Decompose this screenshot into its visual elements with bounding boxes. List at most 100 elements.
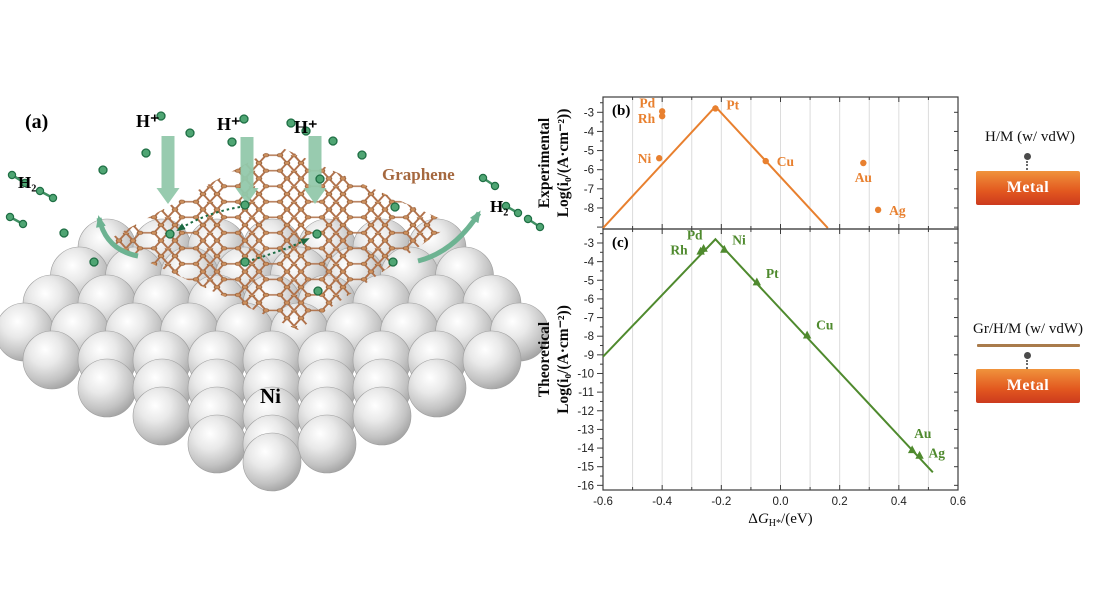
- h-atom: [240, 257, 250, 267]
- y-tick-label: -5: [584, 146, 594, 158]
- y-tick-label: -8: [584, 331, 594, 343]
- y-tick-label: -3: [584, 107, 594, 119]
- x-tick-label: 0.6: [950, 496, 966, 508]
- h-atom: [185, 128, 195, 138]
- ni-atom-sphere: [352, 386, 412, 446]
- panel-label-b: (b): [612, 103, 630, 119]
- point-Pt: [752, 277, 762, 286]
- point-label-Rh: Rh: [670, 242, 688, 257]
- h-atom: [490, 181, 500, 191]
- y-tick-label: -7: [584, 313, 594, 325]
- h-atom: [5, 212, 15, 222]
- shared-x-axis: -0.6 -0.4 -0.2 0.0 0.2 0.4 0.6 ΔGH*/(eV): [593, 496, 966, 529]
- h-atom: [535, 222, 545, 232]
- h-atom: [240, 200, 250, 210]
- proton-arrow-icon: [156, 136, 180, 204]
- graphene-sheet: [104, 146, 452, 330]
- h-atom: [312, 229, 322, 239]
- point-Ag: [874, 206, 882, 214]
- h-atom: [20, 178, 30, 188]
- h-atom: [165, 229, 175, 239]
- h-atom: [390, 202, 400, 212]
- h-atom: [35, 186, 45, 196]
- h-atom: [48, 193, 58, 203]
- h-atom: [59, 228, 69, 238]
- x-tick-label: -0.4: [652, 496, 672, 508]
- y-tick-label: -9: [584, 350, 594, 362]
- legend-grhm-title: Gr/H/M (w/ vdW): [973, 321, 1083, 337]
- point-label-Rh: Rh: [638, 111, 656, 126]
- y-axis-title: Log(i₀/(A·cm⁻²)): [555, 109, 572, 218]
- proton-arrow-icon: [235, 137, 259, 204]
- y-tick-label: -11: [578, 387, 594, 399]
- h-diffusion-arrow-right: [251, 238, 310, 261]
- proton-label: H⁺: [217, 114, 241, 134]
- h-atom: [89, 257, 99, 267]
- proton-arrow-icon: [303, 136, 327, 204]
- h-atom: [315, 174, 325, 184]
- h2-molecules: [5, 170, 545, 232]
- y-tick-label: -5: [584, 275, 594, 287]
- h-atom: [141, 148, 151, 158]
- h-atom: [7, 170, 17, 180]
- x-tick-label: -0.6: [593, 496, 613, 508]
- h2-label-left: H₂: [18, 173, 36, 192]
- x-tick-label: 0.0: [773, 496, 789, 508]
- volcano-line: [602, 105, 829, 229]
- point-label-Au: Au: [914, 426, 932, 441]
- adsorbed-h-dot-icon: [1024, 352, 1031, 359]
- x-tick-label: 0.4: [891, 496, 908, 508]
- h-atom: [523, 214, 533, 224]
- h-atom: [239, 114, 249, 124]
- volcano-line: [602, 237, 934, 473]
- ni-atom-sphere: [462, 330, 522, 390]
- point-Pd: [699, 243, 708, 252]
- h-atom: [478, 173, 488, 183]
- x-axis-title: ΔGH*/(eV): [748, 511, 812, 529]
- point-label-Pd: Pd: [639, 95, 655, 110]
- point-label-Ni: Ni: [732, 233, 746, 248]
- h-atom: [98, 165, 108, 175]
- point-Rh: [658, 112, 666, 120]
- point-Ag: [915, 450, 924, 459]
- h-diffusion-arrow-left: [176, 206, 241, 232]
- h-atom: [301, 126, 311, 136]
- y-tick-label: -7: [584, 184, 594, 196]
- panel-label-c: (c): [612, 235, 629, 251]
- ni-atom-sphere: [77, 358, 137, 418]
- point-Pt: [712, 105, 719, 112]
- point-label-Au: Au: [855, 170, 873, 185]
- adsorption-bond-dashes: [1026, 360, 1028, 369]
- hydrogen-atoms: [59, 111, 400, 296]
- point-Ni: [720, 244, 729, 253]
- y-tick-label: -6: [584, 165, 594, 177]
- point-label-Pd: Pd: [687, 228, 703, 243]
- adsorption-bond-dashes: [1026, 161, 1028, 170]
- point-Ni: [656, 155, 663, 162]
- point-label-Ni: Ni: [638, 151, 652, 166]
- point-label-Cu: Cu: [816, 317, 834, 332]
- x-tick-label: -0.2: [711, 496, 731, 508]
- point-Au: [907, 445, 917, 454]
- ni-atom-sphere: [22, 330, 82, 390]
- metal-slab: Metal: [976, 171, 1080, 205]
- x-tick-label: 0.2: [832, 496, 848, 508]
- y-tick-label: -8: [584, 203, 594, 215]
- y-tick-label: -12: [577, 406, 594, 418]
- h-atom: [156, 111, 166, 121]
- y-tick-label: -3: [584, 238, 594, 250]
- h-atom: [286, 118, 296, 128]
- ni-atom-sphere: [242, 432, 302, 492]
- point-label-Pt: Pt: [766, 266, 779, 281]
- y-tick-label: -13: [577, 424, 594, 436]
- point-Au: [860, 159, 867, 167]
- h-atom: [227, 137, 237, 147]
- h2-label-right: H₂: [490, 197, 508, 216]
- point-label-Ag: Ag: [929, 446, 946, 461]
- adsorbed-h-dot-icon: [1024, 153, 1031, 160]
- h2-release-arrow-right: [417, 210, 482, 264]
- point-label-Ag: Ag: [889, 203, 906, 218]
- metal-slab: Metal: [976, 369, 1080, 403]
- ni-atom-sphere: [187, 414, 247, 474]
